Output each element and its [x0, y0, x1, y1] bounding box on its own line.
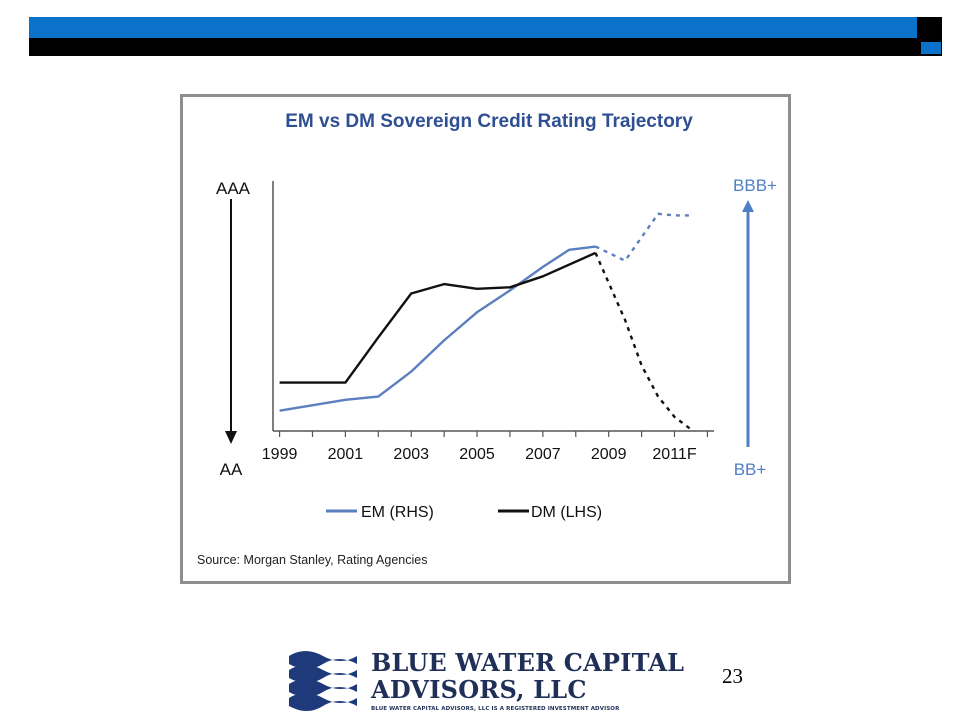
- chart-frame: EM vs DM Sovereign Credit Rating Traject…: [180, 94, 791, 584]
- chart-title: EM vs DM Sovereign Credit Rating Traject…: [285, 111, 693, 132]
- x-axis-tick-labels: 1999 2001 2003 2005 2007 2009 2011F: [262, 446, 697, 463]
- waves-logo-icon: [289, 651, 357, 711]
- x-tick-label: 2011F: [652, 446, 696, 463]
- header-bar-accent: [921, 42, 941, 54]
- series-line-dm: [279, 251, 596, 384]
- x-tick-label: 2005: [459, 446, 495, 463]
- series-forecast-dm: [594, 252, 692, 431]
- legend-label-em: EM (RHS): [361, 504, 434, 521]
- logo-text-line2: ADVISORS, LLC: [371, 675, 587, 704]
- right-axis-top-label: BBB+: [733, 176, 777, 195]
- logo-tagline: BLUE WATER CAPITAL ADVISORS, LLC IS A RE…: [371, 706, 620, 712]
- header-bar: [29, 17, 942, 56]
- left-axis-bottom-label: AA: [220, 460, 243, 479]
- chart-svg: EM vs DM Sovereign Credit Rating Traject…: [197, 111, 777, 567]
- x-tick-label: 2001: [328, 446, 364, 463]
- series-layer: [279, 212, 692, 431]
- x-tick-label: 2009: [591, 446, 627, 463]
- page-number: 23: [722, 664, 743, 688]
- x-axis-ticks: [278, 431, 709, 437]
- chart-source: Source: Morgan Stanley, Rating Agencies: [197, 553, 427, 567]
- series-forecast-em: [594, 212, 691, 262]
- right-axis-arrow-head: [742, 200, 754, 212]
- left-axis-arrow-head: [225, 431, 237, 444]
- x-tick-label: 2007: [525, 446, 561, 463]
- series-line-em: [279, 245, 596, 412]
- x-tick-label: 2003: [393, 446, 429, 463]
- company-logo: BLUE WATER CAPITAL ADVISORS, LLC BLUE WA…: [287, 646, 684, 716]
- left-axis-top-label: AAA: [216, 179, 251, 198]
- header-bar-blue: [29, 17, 917, 38]
- logo-text-line1: BLUE WATER CAPITAL: [371, 648, 685, 677]
- x-tick-label: 1999: [262, 446, 298, 463]
- right-axis-bottom-label: BB+: [734, 460, 767, 479]
- legend-label-dm: DM (LHS): [531, 504, 602, 521]
